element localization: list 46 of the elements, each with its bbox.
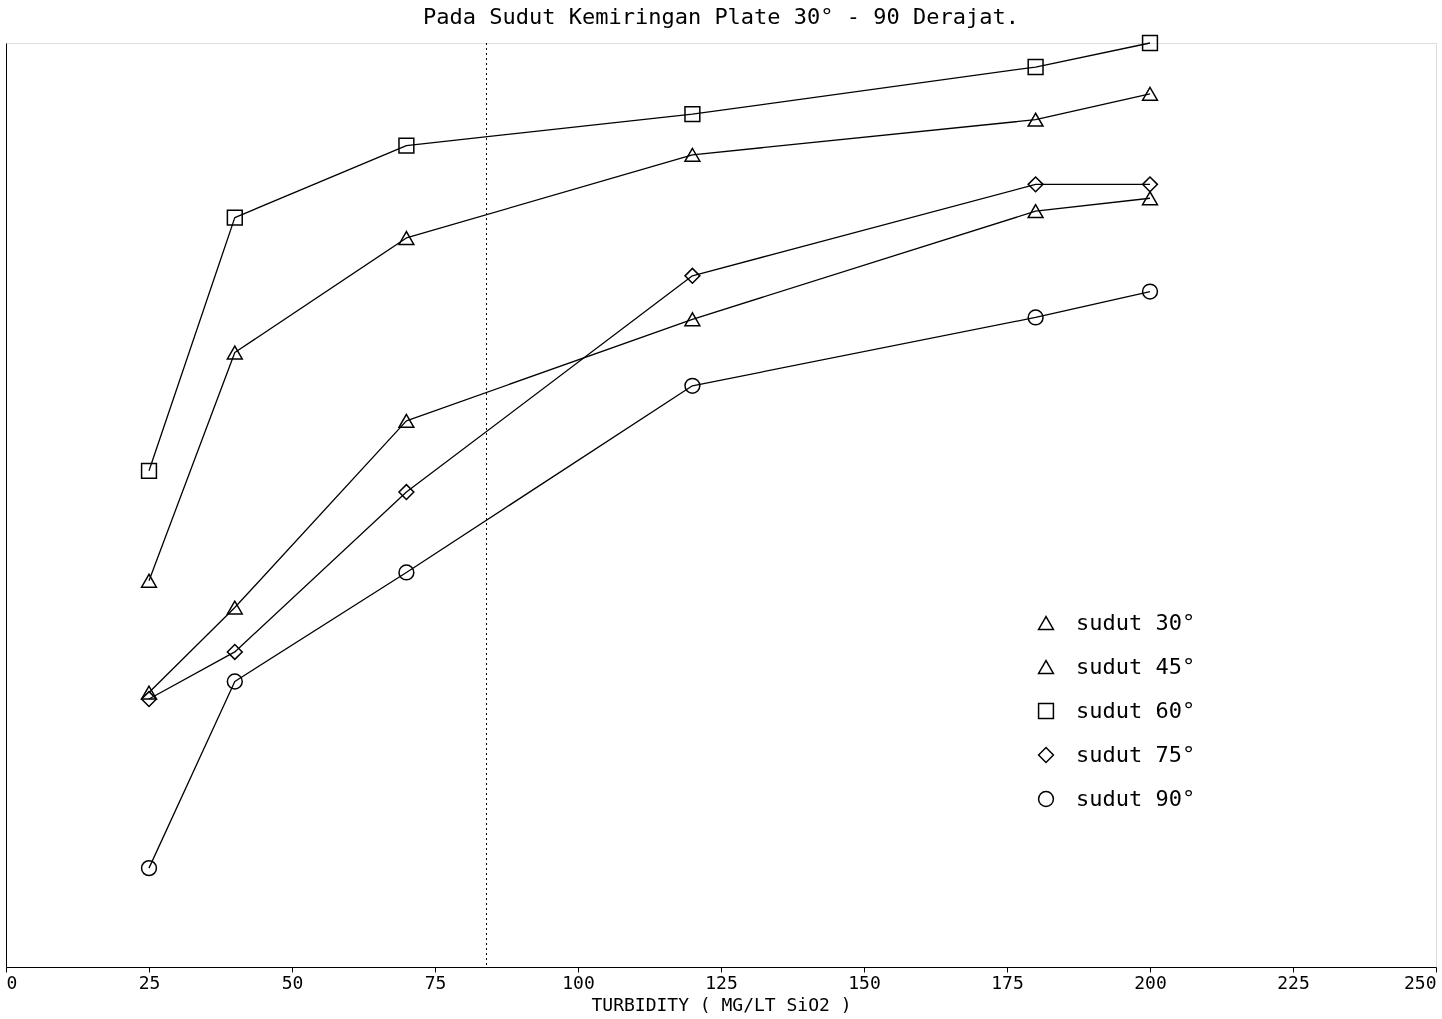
point bbox=[1027, 58, 1044, 76]
point bbox=[1141, 34, 1159, 52]
point bbox=[684, 377, 701, 394]
point bbox=[140, 462, 158, 479]
x-tick-label: 125 bbox=[705, 971, 738, 993]
x-tick-label: 100 bbox=[562, 971, 595, 993]
x-tick-label: 250 bbox=[1403, 971, 1437, 993]
x-tick-label: 50 bbox=[281, 971, 304, 993]
point bbox=[1141, 86, 1159, 101]
point bbox=[1027, 176, 1044, 193]
point bbox=[226, 345, 243, 360]
point bbox=[226, 673, 243, 690]
point bbox=[140, 859, 158, 877]
point bbox=[1141, 283, 1159, 300]
point bbox=[226, 600, 243, 615]
point bbox=[140, 685, 158, 700]
x-tick-label: 200 bbox=[1134, 971, 1167, 993]
x-tick-label: 0 bbox=[6, 971, 18, 993]
legend-label: sudut 75° bbox=[1076, 742, 1196, 767]
x-tick-label: 225 bbox=[1277, 971, 1310, 993]
point bbox=[140, 573, 158, 588]
point bbox=[226, 643, 243, 661]
legend-label: sudut 45° bbox=[1076, 654, 1196, 679]
legend-label: sudut 90° bbox=[1076, 786, 1196, 811]
x-axis-title: TURBIDITY ( MG/LT SiO2 ) bbox=[591, 993, 852, 1015]
point bbox=[140, 690, 158, 708]
legend-label: sudut 60° bbox=[1076, 698, 1196, 723]
point bbox=[1027, 309, 1044, 326]
point bbox=[398, 230, 415, 246]
point bbox=[1027, 112, 1044, 127]
chart-title: Pada Sudut Kemiringan Plate 30° - 90 Derajat. bbox=[422, 3, 1020, 29]
point bbox=[684, 267, 701, 285]
x-tick-label: 150 bbox=[848, 971, 881, 993]
point bbox=[226, 209, 243, 226]
point bbox=[398, 137, 415, 154]
x-tick-label: 175 bbox=[991, 971, 1024, 993]
point bbox=[1141, 191, 1159, 206]
point bbox=[398, 564, 415, 581]
x-tick-label: 25 bbox=[138, 971, 161, 993]
legend-label: sudut 30° bbox=[1076, 610, 1196, 635]
point bbox=[1027, 203, 1044, 219]
point bbox=[684, 312, 701, 327]
point bbox=[684, 147, 701, 162]
point bbox=[684, 105, 701, 123]
x-tick-label: 75 bbox=[424, 971, 447, 993]
point bbox=[398, 413, 415, 429]
